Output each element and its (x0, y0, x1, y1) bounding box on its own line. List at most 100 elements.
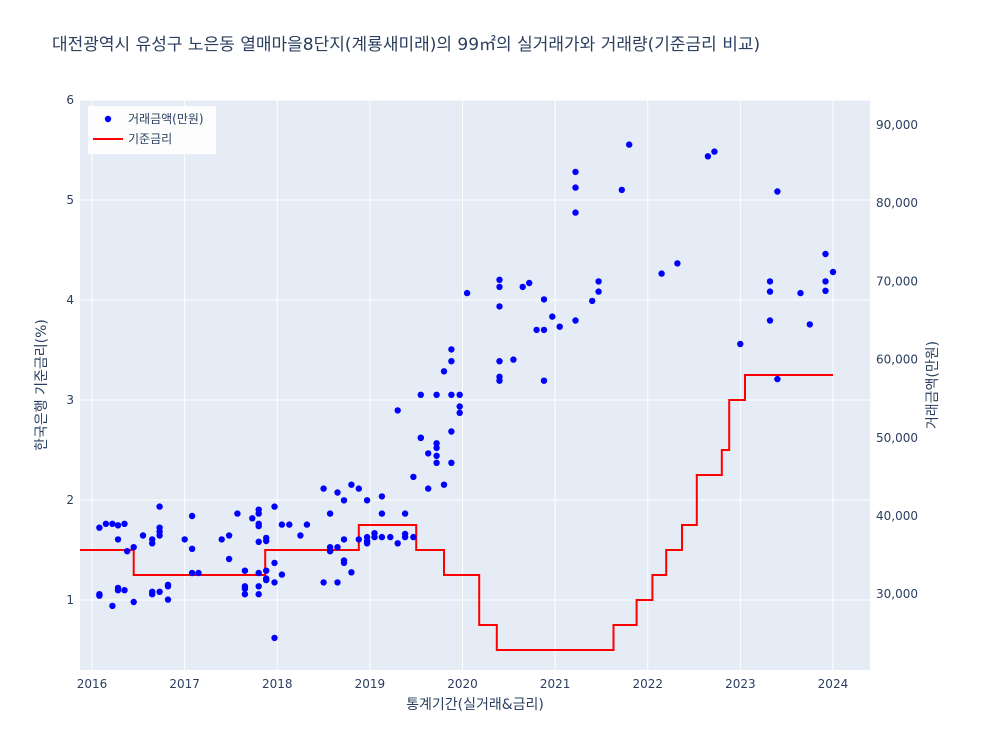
scatter-point (340, 536, 348, 543)
scatter-point (829, 268, 837, 276)
scatter-point (278, 571, 286, 578)
scatter-point (149, 588, 156, 595)
scatter-point (496, 283, 503, 291)
scatter-point (572, 209, 579, 216)
scatter-point (156, 503, 163, 510)
scatter-point (109, 602, 116, 610)
scatter-point (822, 287, 829, 294)
axis-ticks: 2016 2017 2018 2019 2020 2021 2022 2023 2024 1 2 3 4… (66, 93, 918, 691)
scatter-point (394, 407, 401, 414)
scatter-point (766, 288, 774, 295)
y-right-tick-label: 70,000 (876, 274, 918, 288)
chart-title: 대전광역시 유성구 노은동 열매마을8단지(계룡새미래)의 99㎡의 실거래가와… (52, 35, 760, 55)
scatter-point (149, 540, 156, 547)
y-right-tick-label: 60,000 (876, 353, 918, 367)
x-tick-label: 2021 (540, 677, 571, 691)
scatter-point (626, 141, 633, 148)
scatter-point (340, 497, 348, 504)
scatter-point (96, 592, 103, 599)
scatter-point (378, 493, 386, 500)
scatter-point (774, 375, 781, 383)
scatter-point (114, 584, 122, 592)
x-axis-title: 통계기간(실거래&금리) (406, 697, 544, 713)
scatter-point (510, 356, 517, 363)
scatter-point (114, 522, 122, 529)
scatter-point (334, 489, 341, 496)
y-right-tick-label: 40,000 (876, 509, 918, 523)
legend-box (88, 106, 216, 154)
scatter-point (572, 168, 579, 176)
scatter-point (674, 260, 681, 267)
scatter-point (448, 391, 455, 398)
scatter-point (271, 634, 278, 642)
scatter-point (348, 481, 355, 488)
scatter-point (618, 186, 625, 194)
scatter-point (124, 548, 131, 555)
scatter-point (181, 536, 188, 543)
scatter-point (448, 459, 455, 466)
scatter-point (589, 297, 596, 305)
scatter-point (774, 188, 781, 195)
scatter-point (387, 533, 394, 541)
scatter-point (425, 450, 432, 457)
legend-item-scatter[interactable]: 거래금액(만원) (128, 112, 204, 126)
scatter-point (263, 534, 270, 542)
legend-item-rate[interactable]: 기준금리 (128, 132, 172, 146)
scatter-point (463, 289, 471, 297)
scatter-point (448, 428, 455, 435)
scatter-point (156, 532, 163, 539)
scatter-point (448, 358, 455, 365)
y-left-tick-label: 5 (66, 193, 74, 207)
scatter-point (519, 283, 526, 291)
scatter-point (263, 567, 270, 574)
x-tick-label: 2019 (355, 677, 386, 691)
scatter-point (401, 533, 409, 541)
scatter-point (417, 391, 424, 398)
scatter-point (766, 278, 774, 285)
scatter-point (533, 326, 540, 334)
scatter-point (456, 403, 463, 410)
scatter-point (164, 581, 172, 588)
y-left-axis-title: 한국은행 기준금리(%) (34, 319, 50, 451)
scatter-point (440, 481, 448, 488)
scatter-point (340, 557, 348, 564)
x-tick-label: 2023 (725, 677, 756, 691)
scatter-point (225, 555, 233, 563)
scatter-point (572, 317, 579, 324)
scatter-point (433, 440, 440, 447)
y-right-tick-label: 50,000 (876, 431, 918, 445)
scatter-point (401, 510, 409, 517)
scatter-point (363, 497, 371, 504)
scatter-point (822, 278, 829, 285)
scatter-point (526, 279, 533, 287)
y-left-tick-label: 1 (66, 593, 74, 607)
scatter-point (433, 459, 440, 466)
scatter-point (255, 522, 262, 530)
scatter-point (433, 391, 440, 398)
scatter-point (241, 567, 249, 574)
y-left-tick-label: 3 (66, 393, 74, 407)
scatter-point (540, 377, 548, 384)
scatter-point (297, 532, 304, 539)
scatter-point (255, 569, 262, 577)
scatter-point (363, 537, 371, 545)
scatter-point (766, 317, 774, 324)
y-right-axis-title: 거래금액(만원) (925, 341, 941, 429)
scatter-point (549, 313, 556, 320)
scatter-point (658, 270, 665, 277)
scatter-point (556, 323, 563, 330)
scatter-point (96, 524, 103, 531)
scatter-point (320, 485, 327, 492)
scatter-point (255, 583, 262, 590)
y-right-tick-label: 80,000 (876, 196, 918, 210)
legend[interactable]: 거래금액(만원) 기준금리 (88, 106, 216, 154)
scatter-point (496, 358, 503, 365)
scatter-point (394, 540, 401, 547)
scatter-point (456, 409, 463, 416)
scatter-point (496, 377, 503, 384)
scatter-point (540, 296, 548, 303)
scatter-point (355, 536, 362, 543)
scatter-point (234, 510, 241, 517)
scatter-point (188, 569, 196, 577)
scatter-point (218, 536, 225, 543)
